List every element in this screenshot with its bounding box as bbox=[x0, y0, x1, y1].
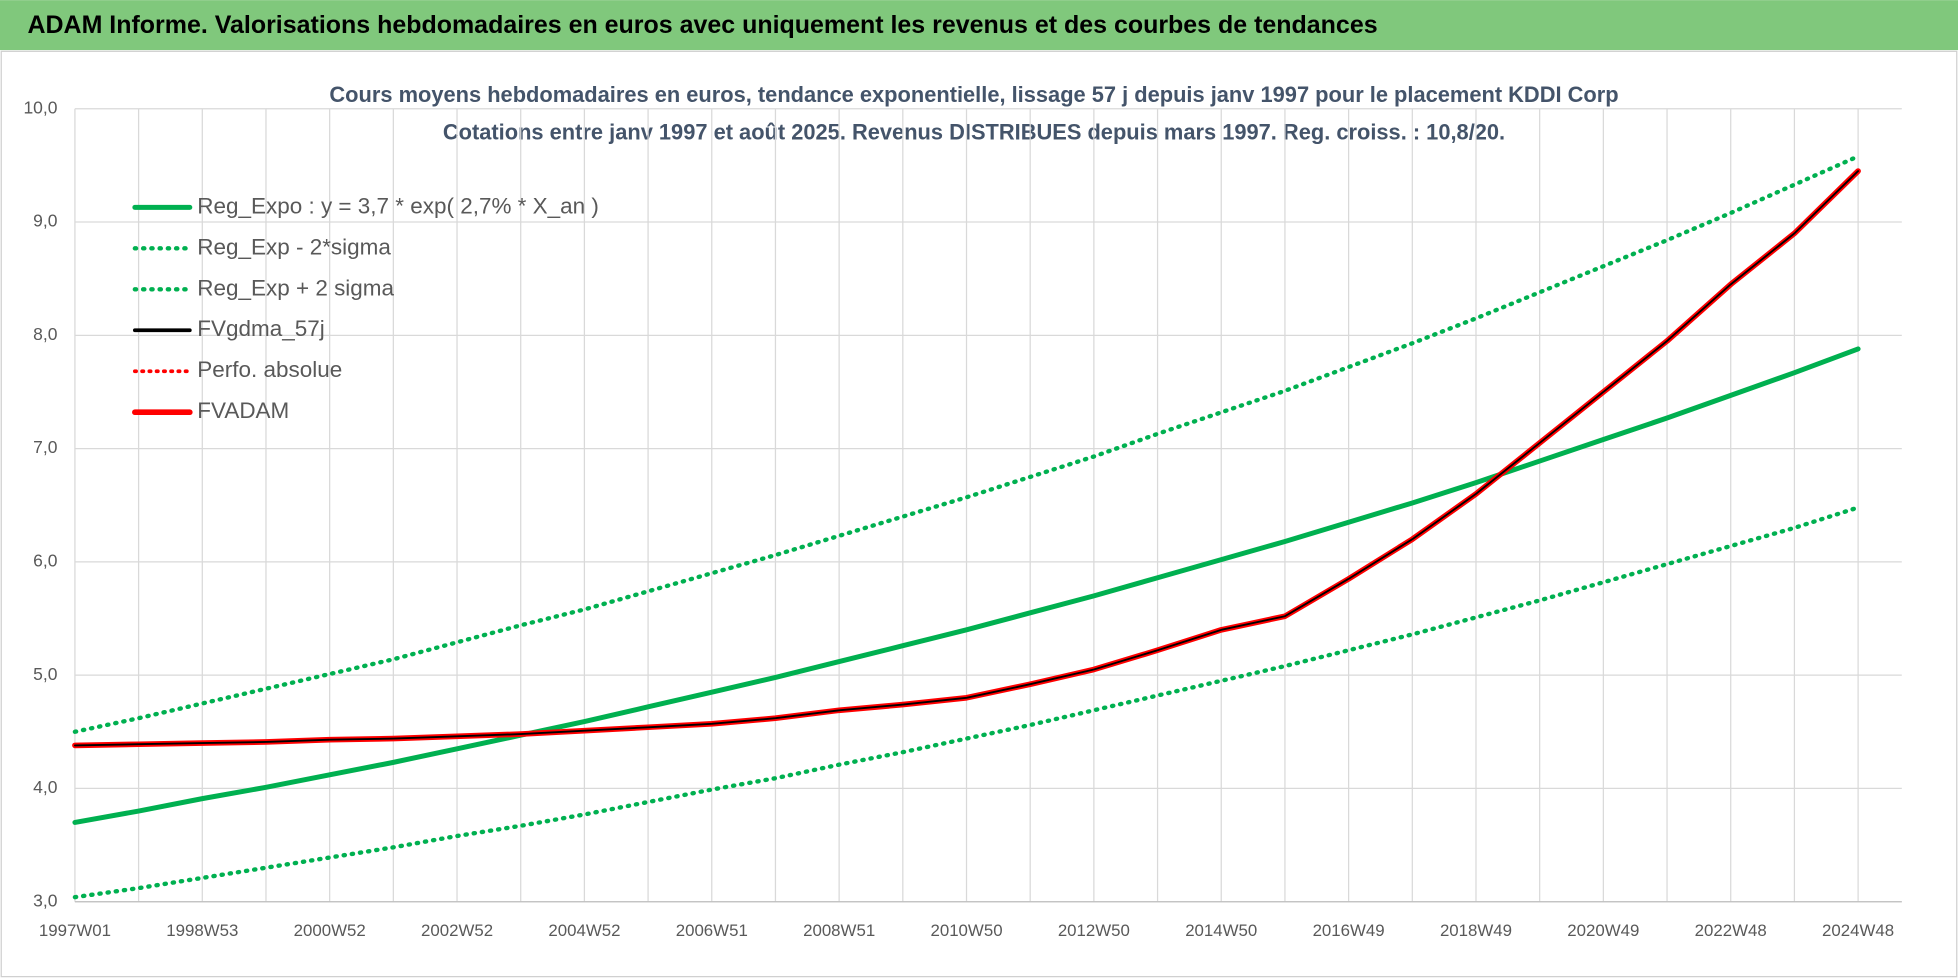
x-tick-label: 2024W48 bbox=[1822, 921, 1894, 940]
x-tick-label: 2016W49 bbox=[1313, 921, 1385, 940]
legend-label: Reg_Exp - 2*sigma bbox=[197, 234, 391, 259]
y-tick-label: 3,0 bbox=[33, 890, 58, 910]
legend-label: FVgdma_57j bbox=[197, 316, 324, 341]
legend-label: Perfo. absolue bbox=[197, 357, 342, 382]
chart-title: Cours moyens hebdomadaires en euros, ten… bbox=[329, 82, 1618, 107]
x-tick-label: 2004W52 bbox=[548, 921, 620, 940]
y-tick-label: 6,0 bbox=[33, 550, 58, 570]
series-line bbox=[72, 154, 1861, 734]
x-tick-label: 2000W52 bbox=[294, 921, 366, 940]
x-tick-label: 2002W52 bbox=[421, 921, 493, 940]
x-tick-label: 2018W49 bbox=[1440, 921, 1512, 940]
x-tick-label: 2020W49 bbox=[1567, 921, 1639, 940]
page-title: ADAM Informe. Valorisations hebdomadaire… bbox=[27, 11, 1377, 39]
chart-frame bbox=[0, 50, 1958, 978]
legend-label: Reg_Exp + 2 sigma bbox=[197, 275, 394, 300]
chart-subtitle: Cotations entre janv 1997 et août 2025. … bbox=[443, 120, 1505, 145]
y-tick-label: 8,0 bbox=[33, 324, 58, 344]
y-tick-label: 9,0 bbox=[33, 211, 58, 231]
x-tick-label: 1998W53 bbox=[166, 921, 238, 940]
y-tick-label: 10,0 bbox=[23, 97, 57, 117]
title-bar bbox=[0, 0, 1958, 51]
legend-label: FVADAM bbox=[197, 398, 289, 423]
x-tick-label: 2008W51 bbox=[803, 921, 875, 940]
x-tick-label: 2014W50 bbox=[1185, 921, 1257, 940]
x-tick-label: 2010W50 bbox=[930, 921, 1002, 940]
series-line bbox=[73, 170, 1860, 747]
x-tick-label: 2006W51 bbox=[676, 921, 748, 940]
y-tick-label: 4,0 bbox=[33, 777, 58, 797]
x-tick-label: 2022W48 bbox=[1695, 921, 1767, 940]
y-tick-label: 7,0 bbox=[33, 437, 58, 457]
legend-label: Reg_Expo : y = 3,7 * exp( 2,7% * X_an ) bbox=[197, 193, 599, 218]
series-line bbox=[72, 505, 1861, 900]
series-line bbox=[72, 346, 1861, 825]
x-tick-label: 2012W50 bbox=[1058, 921, 1130, 940]
x-tick-label: 1997W01 bbox=[39, 921, 111, 940]
y-tick-label: 5,0 bbox=[33, 664, 58, 684]
